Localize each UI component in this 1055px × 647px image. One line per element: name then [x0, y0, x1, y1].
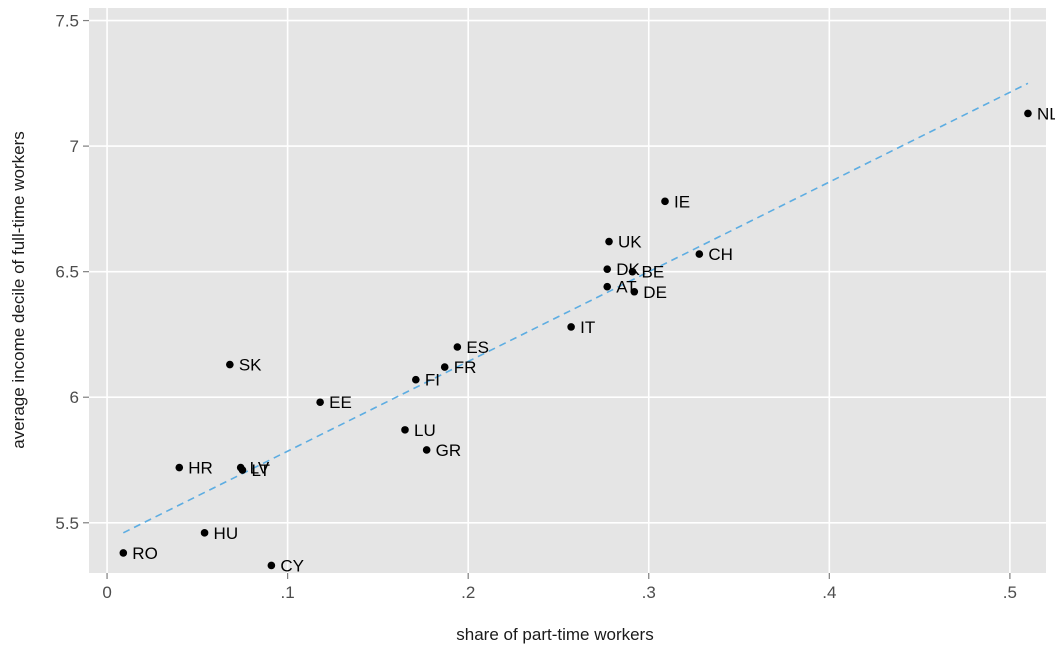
- x-tick-label: .5: [1003, 583, 1017, 602]
- point-label: FR: [454, 358, 477, 377]
- point-label: CY: [280, 556, 304, 575]
- point-label: CH: [708, 245, 733, 264]
- y-tick-label: 7.5: [55, 12, 79, 31]
- grid-lines: [89, 8, 1046, 573]
- data-point: [401, 426, 409, 434]
- data-point: [603, 282, 612, 291]
- x-tick-label: 0: [102, 583, 111, 602]
- point-label: ES: [466, 338, 489, 357]
- x-tick-label: .4: [822, 583, 836, 602]
- point-label: IT: [580, 318, 595, 337]
- data-point: [603, 265, 612, 273]
- point-label: HR: [188, 459, 213, 478]
- data-point: [440, 363, 449, 371]
- point-label: NL: [1037, 104, 1055, 123]
- data-point: [422, 446, 431, 454]
- data-point: [200, 529, 209, 537]
- data-point: [630, 287, 639, 296]
- data-point: [119, 549, 128, 557]
- data-point: [605, 237, 613, 246]
- data-point: [267, 561, 276, 570]
- data-point: [1024, 109, 1032, 118]
- fit-line: [122, 82, 1029, 534]
- point-label: SK: [239, 356, 262, 375]
- data-point: [226, 360, 234, 369]
- point-label: LT: [251, 461, 270, 480]
- y-axis-title: average income decile of full-time worke…: [9, 131, 28, 448]
- point-label: GR: [436, 441, 462, 460]
- data-point: [412, 375, 420, 384]
- x-tick-label: .2: [461, 583, 475, 602]
- point-label: DK: [616, 260, 640, 279]
- point-label: HU: [214, 524, 239, 543]
- data-point: [175, 463, 184, 472]
- x-tick-label: .1: [281, 583, 295, 602]
- data-point: [628, 267, 637, 276]
- data-point: [238, 466, 247, 474]
- y-tick-label: 6.5: [55, 263, 79, 282]
- y-tick-label: 7: [70, 137, 79, 156]
- point-label: EE: [329, 393, 352, 412]
- plot-panel: [89, 8, 1046, 573]
- point-label: LU: [414, 421, 436, 440]
- point-label: BE: [642, 263, 665, 282]
- fit-line-group: [122, 82, 1029, 534]
- point-label: FI: [425, 371, 440, 390]
- data-point: [453, 343, 462, 351]
- x-axis-title: share of part-time workers: [456, 625, 653, 644]
- point-label: RO: [132, 544, 158, 563]
- x-tick-label: .3: [642, 583, 656, 602]
- data-point: [661, 197, 669, 206]
- y-tick-label: 6: [70, 388, 79, 407]
- data-point: [695, 250, 704, 258]
- point-label: DE: [643, 283, 667, 302]
- point-label: LV: [250, 459, 270, 478]
- data-point: [316, 398, 324, 407]
- y-tick-label: 5.5: [55, 514, 79, 533]
- point-label: UK: [618, 233, 642, 252]
- data-point: [567, 323, 575, 331]
- axes: 0 .1 .2 .3 .4 .5 5.5 6 6.5 7 7.5: [55, 12, 1017, 602]
- point-label: IE: [674, 192, 690, 211]
